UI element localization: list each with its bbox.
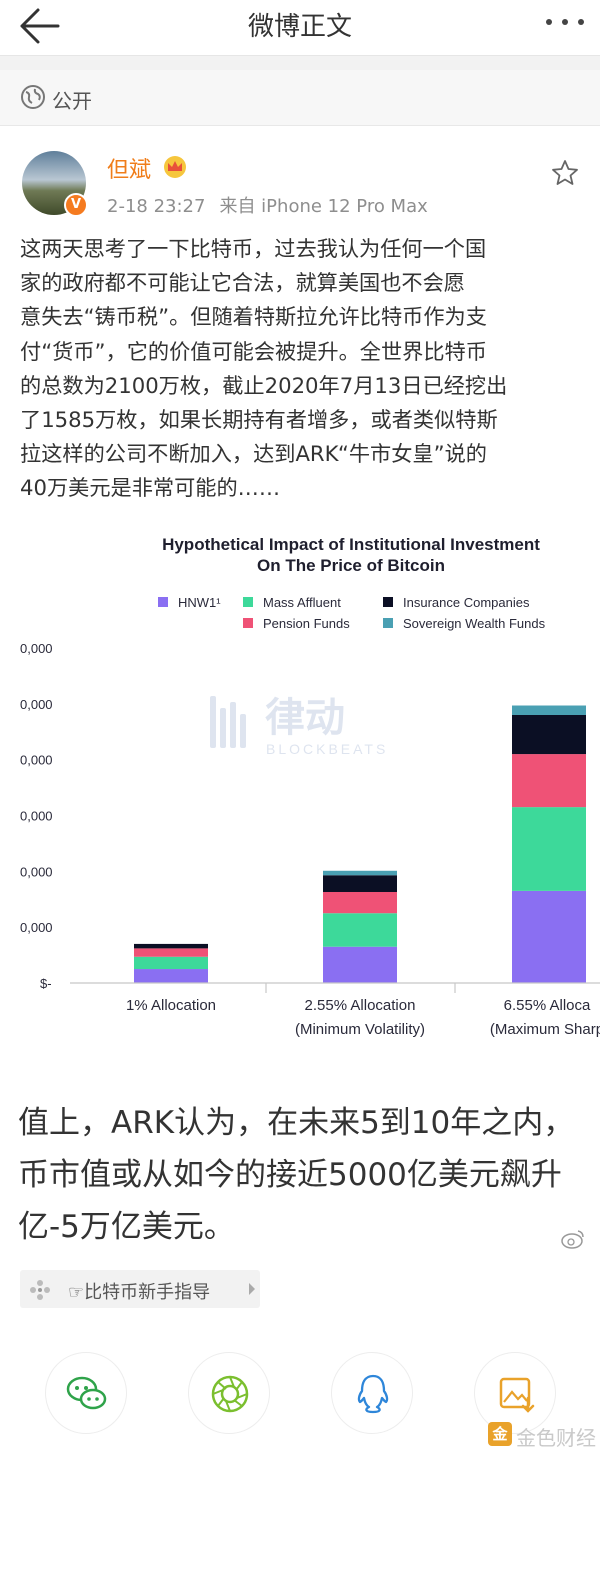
x-tick-label: 1% Allocation xyxy=(126,997,216,1014)
chart-legend: HNW1¹ Mass Affluent Insurance Companies Pen… xyxy=(158,595,546,631)
chevron-right-icon xyxy=(249,1283,255,1295)
author-name[interactable]: 但斌 xyxy=(107,158,152,183)
chart-title: Hypothetical Impact of Institutional Inv… xyxy=(162,535,540,554)
jinse-logo-text: 金色财经 xyxy=(516,1426,596,1450)
y-tick-label: 0,000 xyxy=(20,809,53,824)
legend-swatch xyxy=(158,597,168,607)
legend-swatch xyxy=(243,618,253,628)
jinse-watermark: 金 金色财经 xyxy=(488,1420,600,1450)
topic-icon xyxy=(30,1280,50,1300)
legend-label: Pension Funds xyxy=(263,616,350,631)
bar-segment xyxy=(512,715,586,755)
weibo-watermark-icon xyxy=(561,1230,584,1249)
page-title: 微博正文 xyxy=(247,12,352,42)
blockbeats-watermark: 律动 BLOCKBEATS xyxy=(210,695,388,757)
legend-label: HNW1¹ xyxy=(178,595,221,610)
share-moments-button[interactable] xyxy=(188,1352,270,1434)
bar-segment xyxy=(512,807,586,891)
bar-segment xyxy=(512,890,586,983)
legend-swatch xyxy=(383,597,393,607)
topic-label: ☞比特币新手指导 xyxy=(68,1282,211,1303)
more-options-icon[interactable] xyxy=(542,10,588,34)
bar-segment xyxy=(323,875,397,892)
share-qq-button[interactable] xyxy=(331,1352,413,1434)
post-line: 了1585万枚，如果长期持有者增多，或者类似特斯 xyxy=(20,407,498,433)
legend-label: Insurance Companies xyxy=(403,595,530,610)
x-axis: 1% Allocation 2.55% Allocation (Minimum Vo… xyxy=(126,983,600,1038)
bar-segment xyxy=(323,891,397,914)
legend-swatch xyxy=(383,618,393,628)
globe-icon xyxy=(21,85,45,109)
visibility-label: 公开 xyxy=(52,89,92,113)
post-line: 家的政府都不可能让它合法，就算美国也不会愿 xyxy=(20,270,465,296)
share-wechat-button[interactable] xyxy=(45,1352,127,1434)
bar-segment xyxy=(323,870,397,876)
image-text-line: 亿-5万亿美元。 xyxy=(18,1209,235,1245)
bar-segment xyxy=(323,913,397,947)
post-line: 意失去“铸币税”。但随着特斯拉允许比特币作为支 xyxy=(20,304,487,330)
moments-icon xyxy=(211,1375,249,1413)
post-line: 这两天思考了一下比特币，过去我认为任何一个国 xyxy=(20,236,487,261)
image-text-line: 值上，ARK认为，在未来5到10年之内， xyxy=(18,1105,575,1141)
image-text-line: 币市值或从如今的接近5000亿美元飙升 xyxy=(18,1157,562,1193)
chart-subtitle: On The Price of Bitcoin xyxy=(257,556,445,575)
save-image-button[interactable] xyxy=(474,1352,556,1434)
watermark-cn: 律动 xyxy=(265,695,345,741)
top-bar: 微博正文 xyxy=(0,0,600,56)
topic-chip[interactable]: ☞比特币新手指导 xyxy=(20,1270,260,1308)
bar-segment xyxy=(134,943,208,949)
post-source: 来自 iPhone 12 Pro Max xyxy=(219,196,428,217)
qq-icon xyxy=(357,1374,389,1414)
post-time: 2-18 23:27 xyxy=(107,196,206,217)
back-arrow-icon[interactable] xyxy=(14,6,62,46)
bar-segment xyxy=(512,754,586,808)
y-axis: $- 0,000 0,000 0,000 0,000 0,000 0,000 xyxy=(20,641,53,991)
bar-segment xyxy=(134,956,208,970)
legend-label: Mass Affluent xyxy=(263,595,341,610)
legend-swatch xyxy=(243,597,253,607)
bar-segment xyxy=(512,705,586,715)
section-gap xyxy=(0,56,600,70)
post-meta: 2-18 23:27 来自 iPhone 12 Pro Max xyxy=(107,192,428,218)
bar-segment xyxy=(134,969,208,983)
y-tick-label: 0,000 xyxy=(20,864,53,879)
y-tick-label: $- xyxy=(40,976,52,991)
watermark-en: BLOCKBEATS xyxy=(266,741,388,757)
post-line: 40万美元是非常可能的…… xyxy=(20,475,281,501)
post-image-chart[interactable]: Hypothetical Impact of Institutional Inv… xyxy=(0,518,600,1578)
x-tick-sublabel: (Minimum Volatility) xyxy=(295,1021,425,1038)
post-line: 付“货币”，它的价值可能会被提升。全世界比特币 xyxy=(20,338,487,364)
post-body: 这两天思考了一下比特币，过去我认为任何一个国 家的政府都不可能让它合法，就算美国… xyxy=(20,232,580,506)
verified-badge: V xyxy=(64,193,88,217)
y-tick-label: 0,000 xyxy=(20,697,53,712)
crown-icon xyxy=(164,156,186,178)
x-tick-label: 6.55% Alloca xyxy=(504,997,591,1014)
x-tick-sublabel: (Maximum Sharp xyxy=(490,1021,600,1038)
wechat-icon xyxy=(66,1376,107,1410)
favorite-star-icon[interactable] xyxy=(550,158,580,188)
legend-label: Sovereign Wealth Funds xyxy=(403,616,546,631)
jinse-logo-box: 金 xyxy=(488,1422,512,1446)
post-line: 拉这样的公司不断加入，达到ARK“牛市女皇”说的 xyxy=(20,441,487,467)
bar-segment xyxy=(134,948,208,957)
stacked-bar-chart: Hypothetical Impact of Institutional Inv… xyxy=(20,535,600,1038)
chart-bars xyxy=(134,705,586,983)
y-tick-label: 0,000 xyxy=(20,920,53,935)
y-tick-label: 0,000 xyxy=(20,753,53,768)
post-line: 的总数为2100万枚，截止2020年7月13日已经挖出 xyxy=(20,372,508,398)
y-tick-label: 0,000 xyxy=(20,641,53,656)
bar-segment xyxy=(323,946,397,983)
visibility-row: 公开 xyxy=(0,70,600,126)
x-tick-label: 2.55% Allocation xyxy=(305,997,416,1014)
save-image-icon xyxy=(499,1377,535,1413)
